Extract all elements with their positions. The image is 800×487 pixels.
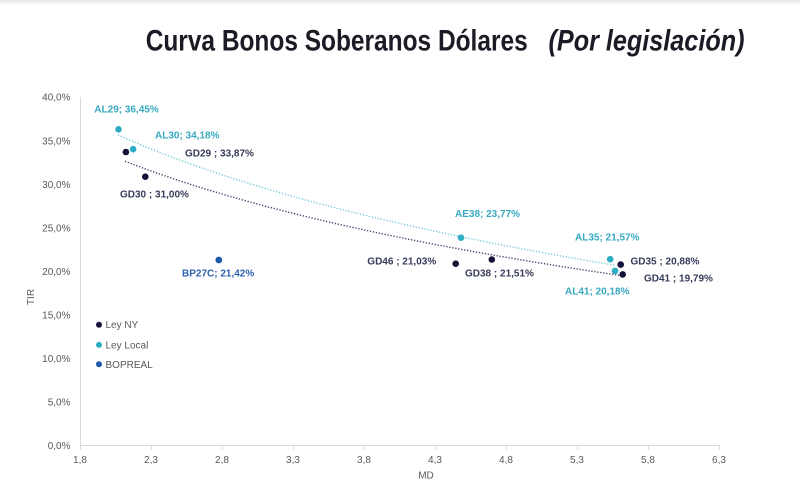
svg-text:2,3: 2,3	[144, 455, 158, 466]
svg-text:1,8: 1,8	[73, 455, 87, 466]
svg-text:BP27C; 21,42%: BP27C; 21,42%	[182, 268, 254, 279]
svg-text:4,8: 4,8	[499, 455, 513, 466]
svg-text:0,0%: 0,0%	[48, 441, 71, 452]
svg-text:GD35 ; 20,88%: GD35 ; 20,88%	[631, 257, 700, 268]
svg-text:AL35; 21,57%: AL35; 21,57%	[575, 232, 640, 243]
svg-text:Curva Bonos Soberanos Dólares: Curva Bonos Soberanos Dólares	[146, 24, 528, 57]
svg-text:(Por legislación): (Por legislación)	[549, 24, 745, 57]
svg-text:Ley Local: Ley Local	[106, 340, 149, 351]
svg-text:15,0%: 15,0%	[42, 311, 70, 322]
svg-text:AE38; 23,77%: AE38; 23,77%	[455, 209, 520, 220]
svg-text:GD38 ; 21,51%: GD38 ; 21,51%	[465, 269, 534, 280]
svg-text:35,0%: 35,0%	[42, 136, 70, 147]
svg-text:GD29 ; 33,87%: GD29 ; 33,87%	[185, 149, 254, 160]
svg-text:4,3: 4,3	[428, 455, 442, 466]
svg-text:5,8: 5,8	[641, 455, 655, 466]
svg-text:2,8: 2,8	[215, 455, 229, 466]
svg-text:10,0%: 10,0%	[42, 354, 70, 365]
svg-text:MD: MD	[418, 471, 434, 482]
svg-text:40,0%: 40,0%	[42, 93, 70, 104]
svg-text:Ley NY: Ley NY	[106, 320, 139, 331]
svg-text:25,0%: 25,0%	[42, 223, 70, 234]
svg-text:GD41 ; 19,79%: GD41 ; 19,79%	[644, 274, 713, 285]
svg-text:5,3: 5,3	[570, 455, 584, 466]
svg-text:6,3: 6,3	[712, 455, 726, 466]
svg-text:GD46 ; 21,03%: GD46 ; 21,03%	[367, 257, 436, 268]
svg-text:20,0%: 20,0%	[42, 267, 70, 278]
svg-text:AL29; 36,45%: AL29; 36,45%	[94, 105, 159, 116]
svg-text:5,0%: 5,0%	[48, 398, 71, 409]
svg-text:BOPREAL: BOPREAL	[106, 360, 154, 371]
svg-text:GD30 ; 31,00%: GD30 ; 31,00%	[120, 190, 189, 201]
svg-text:30,0%: 30,0%	[42, 180, 70, 191]
svg-text:TIR: TIR	[26, 289, 37, 305]
svg-text:AL30; 34,18%: AL30; 34,18%	[155, 131, 220, 142]
svg-text:3,3: 3,3	[286, 455, 300, 466]
svg-text:AL41; 20,18%: AL41; 20,18%	[565, 286, 630, 297]
svg-text:3,8: 3,8	[357, 455, 371, 466]
